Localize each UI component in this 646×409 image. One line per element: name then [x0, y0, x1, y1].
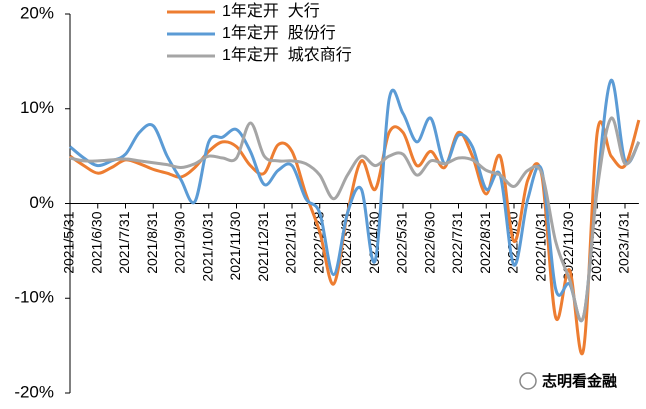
x-tick-label: 2021/9/30 — [172, 211, 188, 273]
y-tick-label: 10% — [20, 98, 54, 117]
watermark-text: 志明看金融 — [542, 372, 617, 390]
y-tick-label: 0% — [29, 193, 54, 212]
x-tick-label: 2021/7/31 — [116, 211, 132, 273]
series-line — [69, 78, 641, 323]
y-tick-label: 20% — [20, 3, 54, 22]
series-line — [69, 116, 641, 322]
x-tick-label: 2022/2/28 — [310, 211, 326, 273]
legend-label: 1年定开 城农商行 — [222, 46, 352, 64]
y-tick-label: -20% — [14, 382, 54, 401]
x-tick-label: 2022/1/31 — [283, 211, 299, 273]
watermark: 志明看金融 — [519, 372, 617, 390]
x-tick-label: 2021/12/31 — [255, 211, 271, 281]
x-tick-label: 2022/10/31 — [532, 211, 548, 281]
watermark-icon — [519, 372, 537, 390]
y-tick-label: -10% — [14, 288, 54, 307]
series-line — [69, 119, 641, 356]
x-tick-label: 2021/10/31 — [199, 211, 215, 281]
x-tick-label: 2021/5/31 — [61, 211, 77, 273]
x-tick-label: 2021/11/30 — [227, 211, 243, 280]
x-tick-label: 2022/5/31 — [394, 211, 410, 273]
x-tick-label: 2023/1/31 — [616, 211, 632, 273]
x-tick-label: 2022/3/31 — [338, 211, 354, 273]
x-tick-label: 2022/8/31 — [477, 211, 493, 273]
x-tick-label: 2022/7/31 — [449, 211, 465, 273]
x-tick-label: 2021/8/31 — [144, 211, 160, 273]
x-tick-label: 2021/6/30 — [88, 211, 104, 273]
legend-label: 1年定开 股份行 — [222, 24, 336, 42]
legend-label: 1年定开 大行 — [222, 2, 320, 20]
x-tick-label: 2022/6/30 — [421, 211, 437, 273]
